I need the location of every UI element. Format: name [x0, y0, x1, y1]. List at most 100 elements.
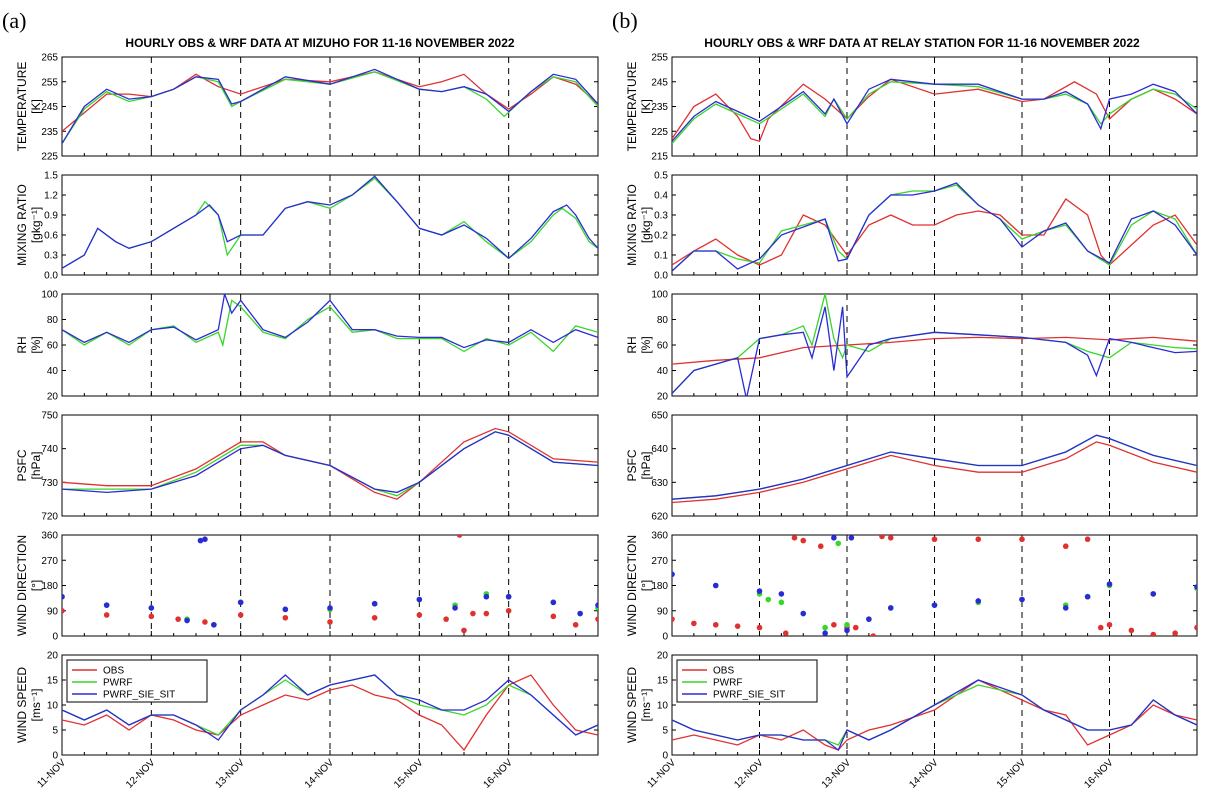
- y-axis-label-unit: [°]: [29, 580, 43, 591]
- point-obs: [237, 612, 244, 618]
- point-obs: [931, 536, 938, 543]
- y-axis-label: WIND DIRECTION[°]: [15, 535, 43, 636]
- y-tick-label: 235: [41, 127, 58, 138]
- y-tick-label: 80: [47, 315, 59, 326]
- y-tick-label: 720: [41, 512, 58, 523]
- series-group: [672, 535, 1197, 636]
- point-obs: [734, 623, 741, 629]
- y-tick-label: 750: [41, 411, 58, 422]
- y-axis-label-unit: [K]: [639, 99, 653, 114]
- y-tick-label: 0.0: [654, 271, 668, 282]
- y-axis-label-name: TEMPERATURE: [15, 62, 29, 152]
- series-group: [62, 674, 598, 752]
- point-pwrf_sie_sit: [844, 627, 850, 634]
- y-axis-label-name: PSFC: [15, 449, 29, 481]
- y-tick-label: 180: [651, 581, 668, 592]
- point-pwrf_sie_sit: [577, 610, 583, 617]
- y-axis-label: WIND DIRECTION[°]: [625, 535, 653, 636]
- point-pwrf_sie_sit: [931, 602, 938, 608]
- point-pwrf_sie_sit: [975, 598, 982, 604]
- subplot-a-rh: 20 40 60 80 100 RH[%]: [15, 290, 599, 403]
- line-pwrf_sie_sit: [672, 679, 1197, 752]
- y-tick-label: 270: [651, 556, 668, 567]
- line-obs: [62, 427, 598, 500]
- panel-relay-station: (b) HOURLY OBS & WRF DATA AT RELAY STATI…: [612, 8, 1140, 50]
- y-axis-label: WIND SPEED[ms⁻¹]: [625, 667, 653, 743]
- subplot-b-rh: 20 40 60 80 100 RH[%]: [625, 290, 1198, 403]
- legend-label-obs: OBS: [103, 666, 124, 677]
- y-tick-label: 15: [47, 676, 59, 687]
- point-pwrf_sie_sit: [1062, 605, 1069, 611]
- y-tick-label: 40: [47, 366, 59, 377]
- point-obs: [470, 610, 476, 617]
- y-tick-label: 245: [651, 77, 668, 88]
- y-tick-label: 0.0: [44, 271, 58, 282]
- point-obs: [595, 616, 598, 622]
- y-tick-label: 180: [41, 581, 58, 592]
- y-axis-label-unit: [K]: [29, 99, 43, 114]
- y-axis-label: MIXING RATIO[gkg⁻¹]: [15, 184, 43, 266]
- point-obs: [202, 619, 208, 625]
- point-pwrf_sie_sit: [452, 605, 458, 611]
- series-group: [62, 68, 598, 144]
- point-obs: [1194, 624, 1197, 631]
- point-obs: [782, 630, 789, 636]
- point-obs: [371, 614, 378, 621]
- point-obs: [175, 616, 181, 622]
- y-axis-label-unit: [gkg⁻¹]: [639, 207, 653, 243]
- line-obs: [672, 441, 1197, 504]
- y-axis-label-name: WIND DIRECTION: [625, 535, 639, 636]
- point-pwrf_sie_sit: [848, 535, 855, 541]
- point-obs: [879, 535, 885, 540]
- y-tick-label: 0: [52, 632, 58, 643]
- y-tick-label: 360: [651, 531, 668, 542]
- y-axis-label-unit: [gkg⁻¹]: [29, 207, 43, 243]
- point-obs: [550, 613, 557, 620]
- point-pwrf_sie_sit: [184, 617, 190, 624]
- line-pwrf_sie_sit: [672, 182, 1197, 272]
- y-tick-label: 225: [41, 152, 58, 163]
- series-group: [62, 294, 598, 353]
- y-tick-label: 740: [41, 444, 58, 455]
- point-obs: [327, 619, 333, 625]
- y-axis-label-name: WIND DIRECTION: [15, 535, 29, 636]
- y-tick-label: 0: [662, 632, 668, 643]
- y-tick-label: 245: [41, 102, 58, 113]
- point-pwrf_sie_sit: [148, 605, 155, 611]
- y-tick-label: 255: [41, 77, 58, 88]
- y-axis-label-name: RH: [625, 336, 639, 353]
- y-axis-label: RH[%]: [15, 336, 43, 353]
- y-axis-label-name: WIND SPEED: [625, 667, 639, 743]
- line-pwrf_sie_sit: [672, 306, 1197, 396]
- point-obs: [870, 633, 877, 636]
- line-pwrf: [672, 184, 1197, 272]
- point-obs: [672, 616, 675, 622]
- point-obs: [756, 624, 763, 631]
- point-pwrf_sie_sit: [1084, 593, 1091, 600]
- y-axis-label: PSFC[hPa]: [625, 449, 653, 481]
- y-tick-label: 20: [657, 651, 669, 662]
- subplot-a-psfc: 720 730 740 750 PSFC[hPa]: [15, 411, 599, 523]
- y-tick-label: 80: [657, 315, 669, 326]
- point-obs: [148, 613, 155, 620]
- y-tick-label: 0.6: [44, 231, 58, 242]
- point-obs: [456, 535, 463, 538]
- point-obs: [505, 607, 512, 614]
- panel-a-title: HOURLY OBS & WRF DATA AT MIZUHO FOR 11-1…: [125, 36, 514, 50]
- point-pwrf_sie_sit: [1106, 581, 1113, 587]
- y-axis-label-unit: [hPa]: [29, 451, 43, 479]
- subplot-b-psfc: 620 630 640 650 PSFC[hPa]: [625, 411, 1198, 523]
- point-obs: [712, 621, 719, 628]
- y-tick-label: 1.2: [44, 191, 58, 202]
- y-tick-label: 225: [651, 127, 668, 138]
- point-obs: [887, 535, 894, 541]
- panel-a-letter: (a): [2, 8, 26, 33]
- point-pwrf_sie_sit: [483, 593, 490, 600]
- series-group: [672, 679, 1197, 752]
- point-pwrf_sie_sit: [778, 591, 785, 597]
- y-tick-label: 15: [657, 676, 669, 687]
